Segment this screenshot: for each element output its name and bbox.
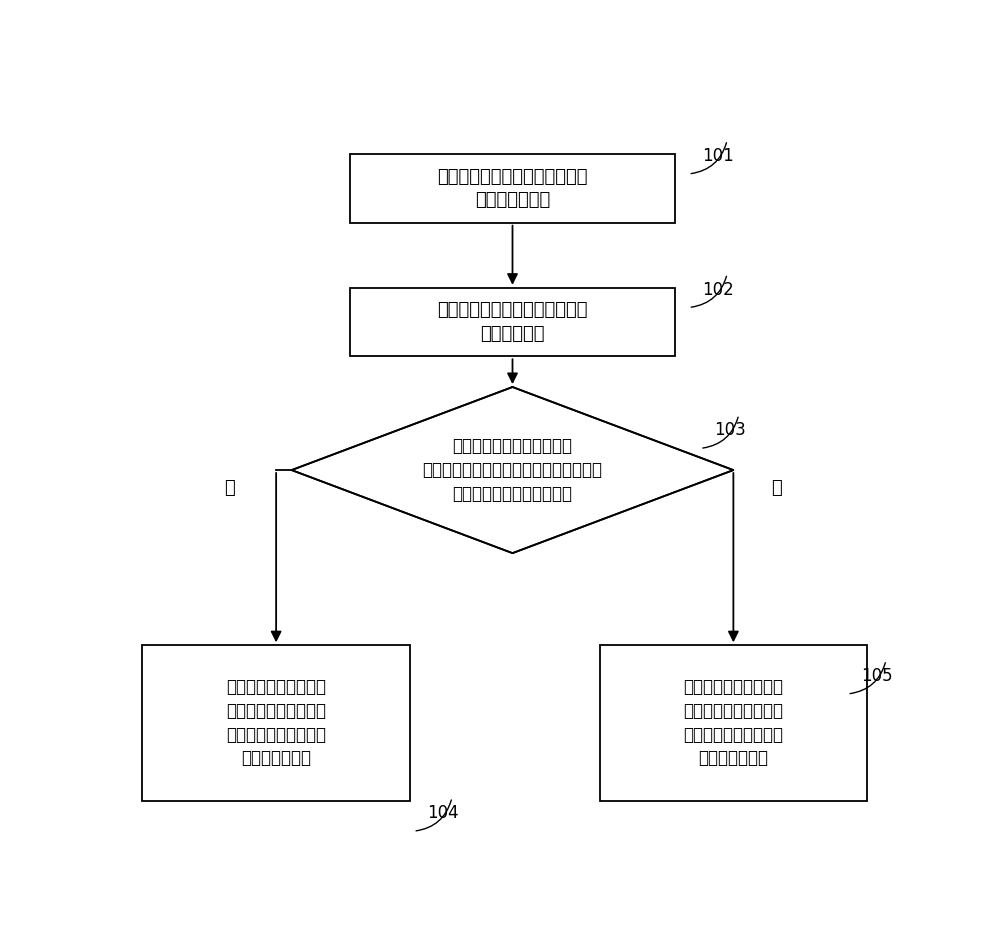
- Text: 如果允许，则进入所述
选定驾驶模式，并通过
仪表盘提示已经进入所
述选定驾驶模式: 如果允许，则进入所述 选定驾驶模式，并通过 仪表盘提示已经进入所 述选定驾驶模式: [226, 678, 326, 767]
- Text: 103: 103: [714, 421, 746, 439]
- Polygon shape: [292, 387, 733, 553]
- Bar: [350, 154, 675, 222]
- Bar: [142, 645, 410, 800]
- Text: 车身控制器接收来自点触式开关
的模式选择信息: 车身控制器接收来自点触式开关 的模式选择信息: [437, 168, 588, 209]
- Text: 否: 否: [771, 479, 781, 497]
- Text: 如果不允许则不进入所
述选定驾驶模式，并通
过仪表盘提示未进入所
述选定驾驶模式: 如果不允许则不进入所 述选定驾驶模式，并通 过仪表盘提示未进入所 述选定驾驶模式: [683, 678, 783, 767]
- Text: 105: 105: [861, 667, 893, 685]
- Text: 101: 101: [702, 147, 734, 165]
- Bar: [350, 288, 675, 356]
- Bar: [600, 645, 867, 800]
- Text: 将所述模式选择信息发送到自动
变速箱控制器: 将所述模式选择信息发送到自动 变速箱控制器: [437, 301, 588, 342]
- Text: 是: 是: [224, 479, 235, 497]
- Text: 根据当前档杆位置和预设的
优先级事件判断是否允许进入所述模式选
择信息对应的选定驾驶模式: 根据当前档杆位置和预设的 优先级事件判断是否允许进入所述模式选 择信息对应的选定…: [422, 437, 602, 503]
- Text: 104: 104: [427, 804, 459, 822]
- Text: 102: 102: [702, 280, 734, 298]
